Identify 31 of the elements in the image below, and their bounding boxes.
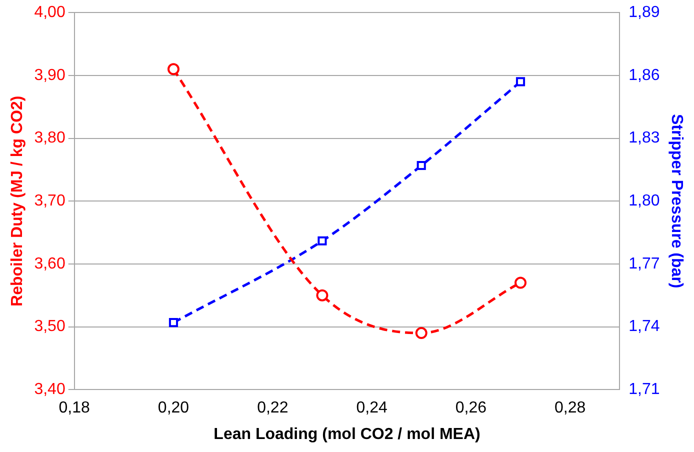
y-tick-label: 3,50 (34, 318, 66, 336)
y2-tick-label: 1,83 (628, 130, 660, 147)
y-tick-label: 3,90 (34, 66, 66, 84)
y2-tick-label: 1,71 (628, 381, 660, 398)
y2-tick-label: 1,86 (628, 66, 660, 84)
x-tick-label: 0,26 (455, 400, 487, 417)
point (318, 236, 327, 246)
point (168, 318, 178, 328)
point (416, 160, 426, 170)
y-tick-label: 3,60 (34, 255, 66, 272)
y2-tick-label: 1,80 (628, 192, 660, 210)
x-tick-label: 0,18 (58, 400, 90, 417)
x-tick-label: 0,28 (554, 400, 586, 417)
point (415, 327, 428, 340)
y-tick-label: 4,00 (34, 4, 66, 22)
x-tick-label: 0,22 (257, 400, 288, 417)
x-tick-label: 0,20 (158, 400, 190, 417)
y2-tick-label: 1,77 (628, 255, 660, 272)
point (316, 289, 328, 302)
y-tick-label: 3,80 (34, 130, 66, 147)
y2-axis-title: Stripper Pressure (bar) (668, 114, 685, 288)
point (167, 63, 180, 76)
point (514, 276, 527, 289)
y-axis-title: Reboiler Duty (MJ / kg CO2) (9, 96, 26, 306)
x-tick-label: 0,24 (356, 400, 388, 417)
y2-tick-label: 1,89 (628, 4, 660, 22)
y-tick-label: 3,40 (34, 381, 66, 398)
x-axis-title: Lean Loading (mol CO2 / mol MEA) (214, 426, 480, 443)
point (516, 77, 526, 86)
y-tick-label: 3,70 (34, 192, 66, 210)
y2-tick-label: 1,74 (628, 318, 660, 336)
